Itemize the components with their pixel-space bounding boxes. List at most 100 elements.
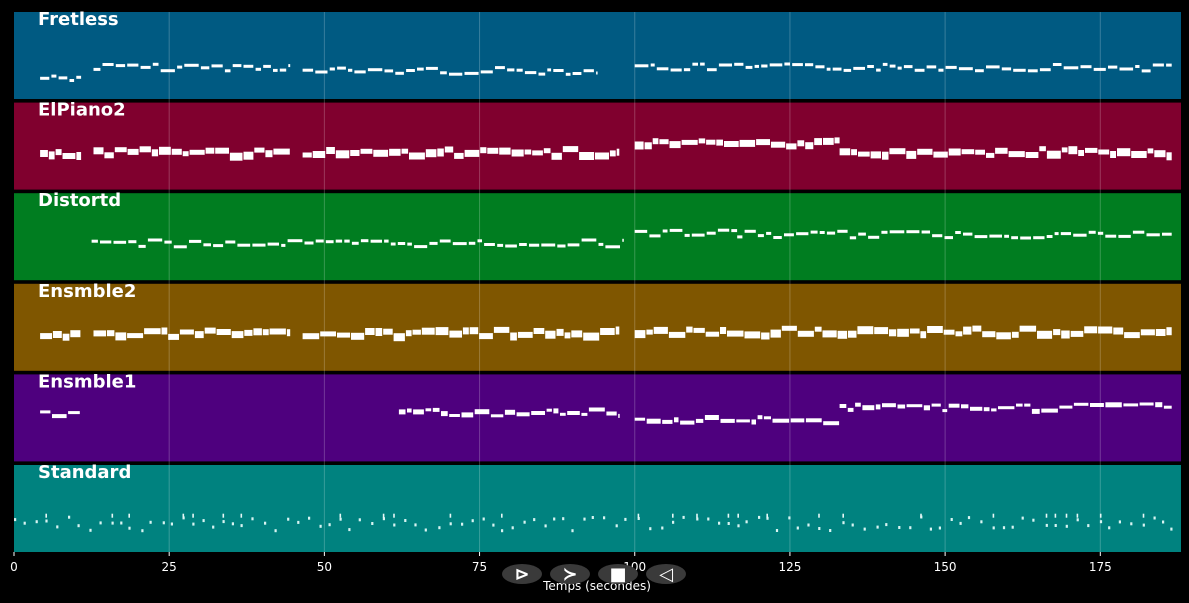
note (339, 513, 342, 518)
note (565, 72, 571, 76)
note (139, 146, 151, 153)
play-backward-button[interactable]: ◁ (646, 564, 686, 585)
note (304, 241, 314, 245)
note (263, 64, 271, 68)
note (1166, 152, 1172, 161)
note (863, 527, 866, 531)
note (397, 242, 406, 245)
note (745, 65, 753, 69)
note (681, 139, 698, 145)
note (302, 152, 312, 158)
note (819, 231, 825, 234)
note (505, 244, 517, 248)
play-forward-button[interactable]: ⊳ (502, 564, 542, 585)
x-tick-label: 50 (317, 560, 332, 574)
note (383, 328, 393, 335)
note (1052, 63, 1062, 66)
note (449, 522, 452, 526)
note (858, 232, 866, 236)
note (598, 242, 604, 246)
note (581, 238, 597, 242)
note (992, 513, 995, 518)
x-tick-label: 125 (778, 560, 801, 574)
note (328, 523, 331, 527)
note (668, 331, 686, 338)
note (551, 152, 562, 160)
note (91, 239, 98, 243)
note (547, 68, 552, 72)
note (624, 517, 627, 521)
note (237, 243, 251, 247)
note (438, 526, 441, 530)
stop-button[interactable]: ■ (598, 564, 638, 585)
note (720, 327, 727, 334)
note (76, 152, 82, 160)
note (532, 150, 543, 156)
note (252, 243, 266, 247)
note (409, 152, 425, 160)
note (35, 520, 38, 524)
note (425, 66, 438, 70)
note (662, 229, 668, 233)
note (189, 239, 202, 243)
note (698, 138, 706, 144)
note (232, 64, 242, 68)
note (662, 419, 673, 424)
note (68, 411, 80, 415)
note (273, 148, 290, 155)
note (1131, 151, 1147, 158)
note (770, 141, 786, 148)
note (412, 329, 421, 335)
note (909, 328, 920, 334)
note (127, 148, 139, 155)
note (240, 513, 243, 518)
note (849, 236, 857, 240)
note (140, 65, 151, 69)
note (1099, 513, 1102, 518)
note (326, 147, 335, 154)
note (55, 149, 62, 156)
note (992, 526, 995, 530)
note (737, 524, 740, 528)
note (889, 329, 897, 337)
note (656, 67, 669, 71)
note (360, 148, 373, 154)
note (77, 524, 80, 528)
note (358, 518, 361, 522)
note (440, 71, 447, 75)
note (1087, 524, 1090, 528)
note (682, 515, 685, 519)
note (938, 526, 941, 530)
note (1054, 524, 1057, 527)
note (389, 148, 401, 156)
note (955, 231, 961, 234)
note (720, 418, 735, 423)
note (686, 326, 693, 333)
note (724, 141, 739, 147)
note (1130, 522, 1133, 526)
note (407, 242, 412, 246)
note (920, 513, 922, 518)
note (461, 522, 464, 526)
note (942, 409, 948, 413)
note (281, 243, 286, 247)
note (1080, 65, 1092, 69)
play-forward-icon: ⊳ (514, 564, 529, 585)
note (1060, 232, 1071, 236)
note (609, 150, 616, 157)
note (482, 517, 485, 521)
note (1135, 65, 1140, 68)
note (194, 331, 204, 339)
note (244, 329, 253, 336)
note (89, 528, 92, 532)
x-tick-label: 75 (472, 560, 487, 574)
note (337, 332, 351, 338)
note (533, 518, 536, 522)
fast-forward-button[interactable]: ≻ (550, 564, 590, 585)
note (875, 404, 881, 410)
note (851, 149, 857, 156)
note (490, 414, 504, 418)
note (1073, 233, 1087, 237)
note (756, 139, 770, 146)
note (319, 524, 322, 528)
